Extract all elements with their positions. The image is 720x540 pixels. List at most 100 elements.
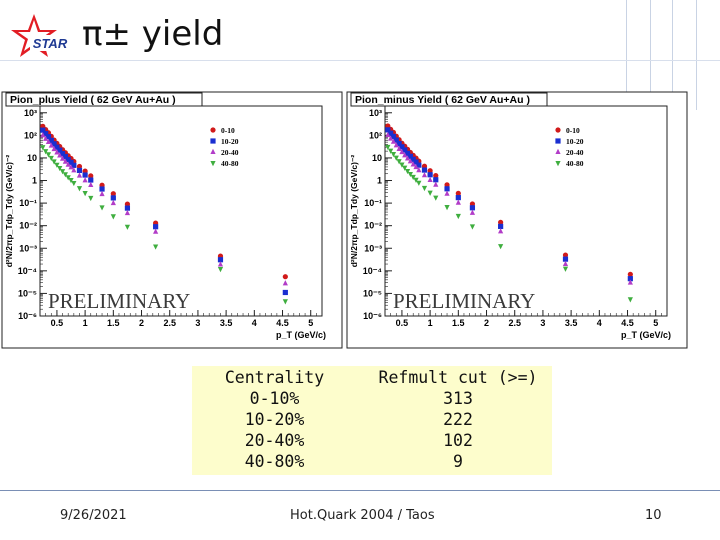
centrality-row: 10-20%: [244, 410, 305, 429]
data-point: [51, 145, 57, 152]
data-point: [388, 148, 394, 154]
data-point: [153, 244, 159, 250]
data-point: [433, 173, 439, 179]
x-tick-label: 5: [653, 318, 658, 328]
accent-line: [696, 0, 697, 110]
data-point: [54, 144, 60, 150]
data-series: [385, 127, 633, 282]
data-point: [217, 261, 224, 267]
data-point: [427, 176, 433, 183]
data-point: [399, 162, 405, 168]
data-point: [124, 205, 131, 211]
x-tick-label: 2: [484, 318, 489, 328]
x-tick-label: 0.5: [51, 318, 64, 328]
data-point: [40, 127, 46, 133]
x-tick-label: 4.5: [276, 318, 289, 328]
data-point: [396, 141, 402, 147]
legend-marker: [210, 161, 216, 167]
data-point: [153, 228, 159, 234]
y-tick-label: 10⁻³: [19, 243, 37, 253]
data-point: [282, 274, 288, 280]
x-tick-label: 3: [540, 318, 545, 328]
data-point: [71, 180, 77, 187]
data-point: [65, 156, 71, 163]
data-series: [40, 132, 288, 286]
legend-label: 0-10: [566, 126, 580, 135]
data-point: [124, 224, 131, 230]
x-tick-label: 5: [308, 318, 313, 328]
data-point: [427, 168, 433, 174]
data-point: [404, 168, 411, 175]
y-tick-label: 10⁻⁴: [18, 266, 37, 276]
data-point: [469, 209, 476, 215]
data-point: [57, 152, 63, 158]
data-point: [455, 195, 461, 201]
data-point: [562, 252, 569, 258]
data-point: [410, 156, 416, 162]
data-point: [65, 175, 71, 181]
pion-minus-yield-chart: Pion_minus Yield ( 62 GeV Au+Au ) 0.5 1 1.5…: [346, 91, 688, 349]
data-point: [88, 195, 94, 202]
data-point: [48, 142, 54, 148]
data-point: [562, 266, 569, 272]
data-point: [627, 276, 633, 282]
data-point: [404, 155, 411, 161]
data-point: [444, 190, 450, 196]
y-axis-label: d²N/2πp_Tdp_Tdy (GeV/c)⁻²: [4, 155, 14, 268]
data-point: [498, 244, 504, 250]
data-point: [45, 152, 52, 158]
data-point: [110, 195, 116, 201]
data-point: [402, 147, 408, 153]
data-point: [407, 153, 413, 159]
refmult-row: 222: [443, 410, 473, 429]
data-point: [390, 151, 397, 158]
data-point: [399, 148, 405, 155]
centrality-row: 20-40%: [244, 431, 305, 450]
data-point: [45, 134, 52, 140]
accent-line: [626, 0, 627, 110]
data-point: [407, 171, 413, 178]
data-point: [433, 177, 439, 183]
data-point: [43, 135, 49, 141]
y-tick-label: 10⁻⁵: [18, 288, 37, 298]
y-tick-label: 10: [27, 153, 37, 163]
data-point: [413, 177, 419, 183]
data-point: [427, 172, 433, 178]
x-tick-label: 3.5: [220, 318, 233, 328]
data-point: [68, 164, 74, 170]
data-point: [153, 224, 159, 230]
x-tick-label: 4: [252, 318, 257, 328]
data-point: [76, 167, 83, 174]
data-point: [110, 214, 116, 220]
data-point: [469, 224, 476, 230]
refmult-row: 313: [443, 389, 473, 408]
data-point: [51, 141, 57, 147]
data-point: [54, 162, 60, 168]
data-point: [421, 167, 428, 173]
pion-plus-yield-chart: Pion_plus Yield ( 62 GeV Au+Au ) 0.5 1 1.5 2…: [1, 91, 343, 349]
data-point: [433, 195, 439, 201]
y-tick-label: 1: [377, 176, 382, 186]
y-tick-label: 10⁻¹: [19, 198, 37, 208]
x-tick-label: 4.5: [621, 318, 634, 328]
data-series: [385, 131, 633, 285]
centrality-header: Centrality: [224, 368, 325, 387]
data-point: [498, 228, 504, 234]
data-point: [421, 185, 428, 192]
data-point: [71, 162, 77, 168]
y-tick-label: 10⁻⁴: [363, 266, 382, 276]
data-point: [627, 297, 633, 303]
slide-title: π± yield: [82, 14, 224, 54]
data-point: [390, 138, 397, 144]
data-point: [48, 137, 54, 143]
chart-title: Pion_minus Yield ( 62 GeV Au+Au ): [355, 94, 530, 106]
y-tick-label: 10⁻⁵: [363, 288, 382, 298]
data-point: [82, 172, 88, 178]
refmult-row: 102: [443, 431, 473, 450]
header-divider: [0, 60, 720, 61]
x-tick-label: 3: [195, 318, 200, 328]
data-point: [99, 205, 105, 211]
data-point: [399, 144, 405, 150]
chart-title: Pion_plus Yield ( 62 GeV Au+Au ): [10, 94, 176, 106]
legend-marker: [210, 127, 216, 133]
